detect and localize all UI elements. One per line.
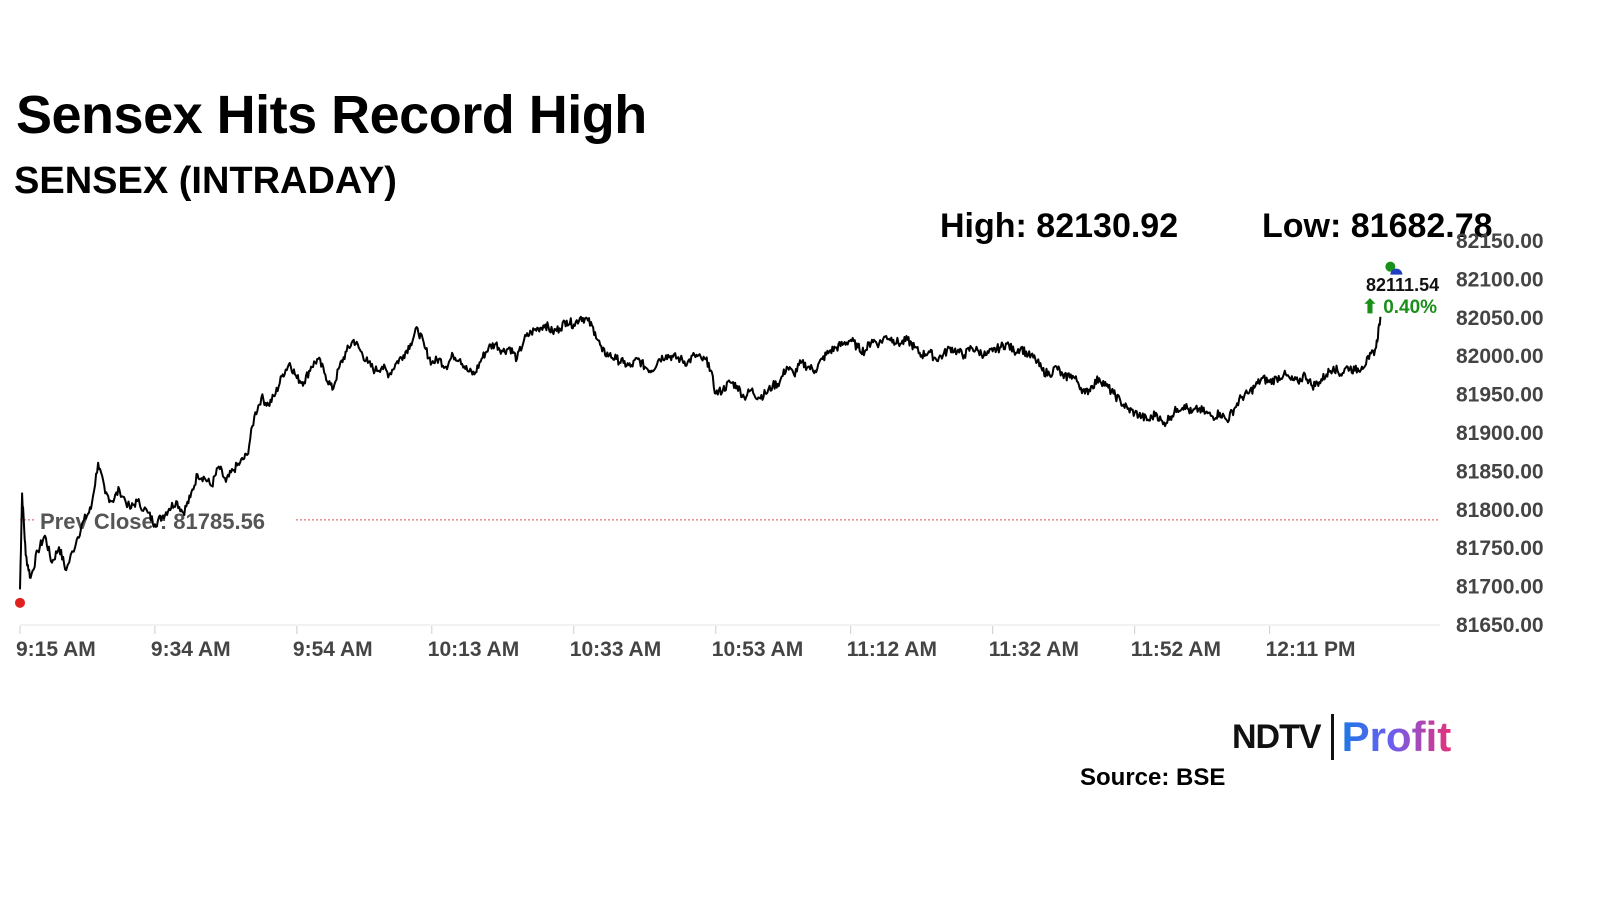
x-tick-label: 10:33 AM <box>570 638 661 661</box>
ndtv-profit-logo: NDTV Profit <box>1232 712 1451 762</box>
x-tick-label: 9:34 AM <box>151 638 231 661</box>
y-tick-label: 81700.00 <box>1456 576 1544 599</box>
y-tick-label: 81900.00 <box>1456 422 1544 445</box>
x-tick-label: 9:54 AM <box>293 638 373 661</box>
x-tick-label: 10:13 AM <box>428 638 519 661</box>
x-tick-label: 11:32 AM <box>989 638 1079 661</box>
x-tick-label: 12:11 PM <box>1266 638 1356 661</box>
y-tick-label: 82050.00 <box>1456 307 1544 330</box>
logo-divider <box>1330 714 1334 760</box>
y-tick-label: 81650.00 <box>1456 614 1544 637</box>
x-tick-label: 9:15 AM <box>16 638 96 661</box>
high-marker-dot <box>1385 261 1396 272</box>
last-marker-dot <box>1390 268 1403 275</box>
low-value: Low: 81682.78 <box>1262 207 1493 245</box>
x-tick-label: 11:12 AM <box>847 638 937 661</box>
logo-profit-text: Profit <box>1341 713 1452 760</box>
y-tick-label: 82100.00 <box>1456 268 1544 291</box>
y-tick-label: 81850.00 <box>1456 460 1544 483</box>
x-tick-label: 11:52 AM <box>1131 638 1221 661</box>
source-note: Source: BSE <box>1080 764 1226 791</box>
y-tick-label: 81800.00 <box>1456 499 1544 522</box>
logo-ndtv-text: NDTV <box>1232 717 1322 756</box>
y-tick-label: 81950.00 <box>1456 384 1544 407</box>
high-value: High: 82130.92 <box>940 207 1179 245</box>
change-percent-label: ⬆ 0.40% <box>1362 297 1437 318</box>
y-tick-label: 82000.00 <box>1456 345 1544 368</box>
y-tick-label: 81750.00 <box>1456 537 1544 560</box>
chart-title: Sensex Hits Record High <box>16 85 647 145</box>
y-tick-label: 82150.00 <box>1456 230 1544 253</box>
prev-close-label-bg <box>36 505 294 534</box>
chart-subtitle: SENSEX (INTRADAY) <box>14 160 397 202</box>
x-tick-label: 10:53 AM <box>712 638 803 661</box>
open-marker-dot <box>15 597 25 608</box>
price-line <box>19 315 1382 590</box>
last-value-label: 82111.54 <box>1366 275 1439 295</box>
